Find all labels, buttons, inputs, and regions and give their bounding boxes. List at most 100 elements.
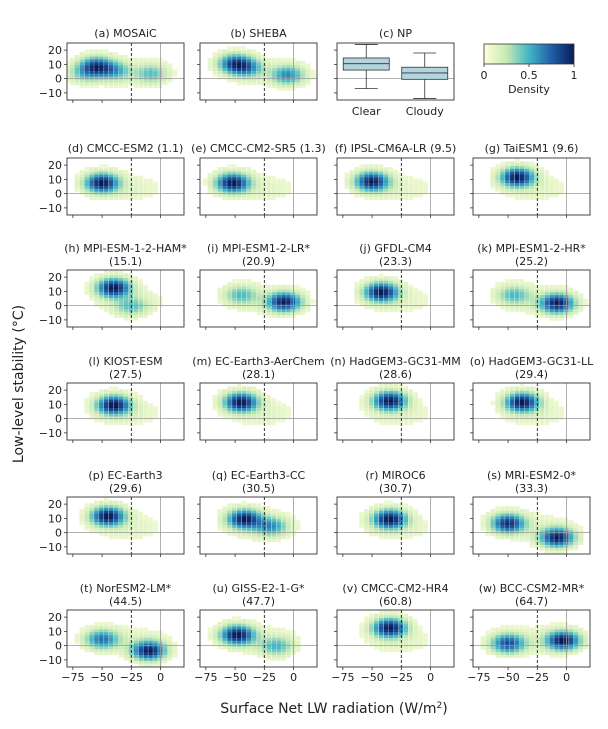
density-cell <box>133 514 139 520</box>
density-cell <box>133 63 139 69</box>
density-cell <box>383 619 389 624</box>
density-cell <box>261 414 267 420</box>
density-cell <box>359 282 364 287</box>
density-cell <box>383 633 389 638</box>
density-cell <box>349 189 354 195</box>
density-cell <box>374 187 379 192</box>
density-cell <box>534 400 540 406</box>
density-cell <box>549 639 554 644</box>
density-cell <box>569 650 574 655</box>
density-cell <box>388 514 394 520</box>
density-cell <box>266 397 272 403</box>
density-cell <box>359 287 364 293</box>
density-cell <box>241 74 247 80</box>
density-cell <box>89 509 94 514</box>
density-cell <box>143 187 148 192</box>
density-cell <box>573 301 579 307</box>
density-cell <box>133 299 139 304</box>
density-cell <box>128 304 134 310</box>
density-cell <box>108 74 114 80</box>
density-cell <box>529 526 535 531</box>
density-cell <box>403 420 409 426</box>
density-cell <box>276 63 281 69</box>
density-cell <box>403 523 409 528</box>
density-cell <box>529 630 535 636</box>
density-cell <box>388 287 394 293</box>
density-cell <box>104 164 109 169</box>
density-cell <box>163 641 168 647</box>
density-cell <box>123 69 129 74</box>
density-cell <box>549 178 554 184</box>
density-cell <box>578 307 584 313</box>
density-cell <box>251 417 257 423</box>
density-cell <box>271 537 276 542</box>
density-cell <box>524 412 530 417</box>
density-cell <box>89 181 94 186</box>
density-cell <box>256 403 262 409</box>
density-cell <box>369 184 374 189</box>
density-cell <box>237 49 242 54</box>
density-cell <box>378 509 384 514</box>
density-cell <box>534 175 540 181</box>
density-cell <box>148 307 153 313</box>
density-cell <box>128 528 134 534</box>
density-cell <box>227 639 232 644</box>
density-cell <box>383 195 389 201</box>
density-cell <box>510 400 515 406</box>
density-cell <box>108 69 114 74</box>
y-tick-label: 10 <box>48 285 62 298</box>
density-cell <box>123 296 129 301</box>
density-cell <box>251 514 257 520</box>
density-cell <box>148 296 153 301</box>
density-cell <box>128 282 134 287</box>
density-cell <box>99 644 104 650</box>
density-cell <box>286 57 291 63</box>
density-cell <box>296 520 301 525</box>
density-cell <box>261 531 267 537</box>
density-cell <box>246 639 252 644</box>
density-cell <box>403 299 409 304</box>
density-cell <box>418 299 423 304</box>
density-cell <box>266 301 272 307</box>
density-cell <box>393 290 399 296</box>
density-cell <box>388 400 394 406</box>
density-cell <box>393 528 399 534</box>
density-cell <box>104 403 109 409</box>
density-cell <box>94 392 99 397</box>
density-cell <box>207 184 213 189</box>
density-cell <box>217 167 222 172</box>
density-cell <box>505 534 510 540</box>
density-cell <box>286 310 291 315</box>
density-cell <box>237 284 242 290</box>
density-cell <box>286 639 291 644</box>
density-cell <box>74 178 80 184</box>
density-cell <box>261 55 267 60</box>
density-cell <box>505 403 510 409</box>
density-cell <box>388 417 394 423</box>
density-cell <box>423 184 428 189</box>
density-cell <box>418 397 423 403</box>
density-cell <box>99 526 104 531</box>
density-cell <box>133 287 139 293</box>
density-cell <box>495 284 500 290</box>
density-cell <box>364 627 369 633</box>
density-cell <box>583 630 589 636</box>
density-cell <box>104 528 109 534</box>
density-cell <box>378 403 384 409</box>
density-cell <box>99 417 104 423</box>
density-cell <box>393 639 399 644</box>
density-cell <box>163 659 168 664</box>
density-cell <box>246 509 252 514</box>
density-cell <box>374 296 379 301</box>
density-cell <box>378 307 384 313</box>
density-cell <box>256 639 262 644</box>
heatmap-1 <box>207 46 316 91</box>
density-cell <box>495 167 500 172</box>
density-cell <box>133 523 139 528</box>
density-cell <box>133 284 139 290</box>
density-cell <box>281 630 286 636</box>
density-cell <box>398 528 404 534</box>
density-cell <box>374 164 379 169</box>
density-cell <box>539 639 545 644</box>
density-cell <box>369 636 374 641</box>
